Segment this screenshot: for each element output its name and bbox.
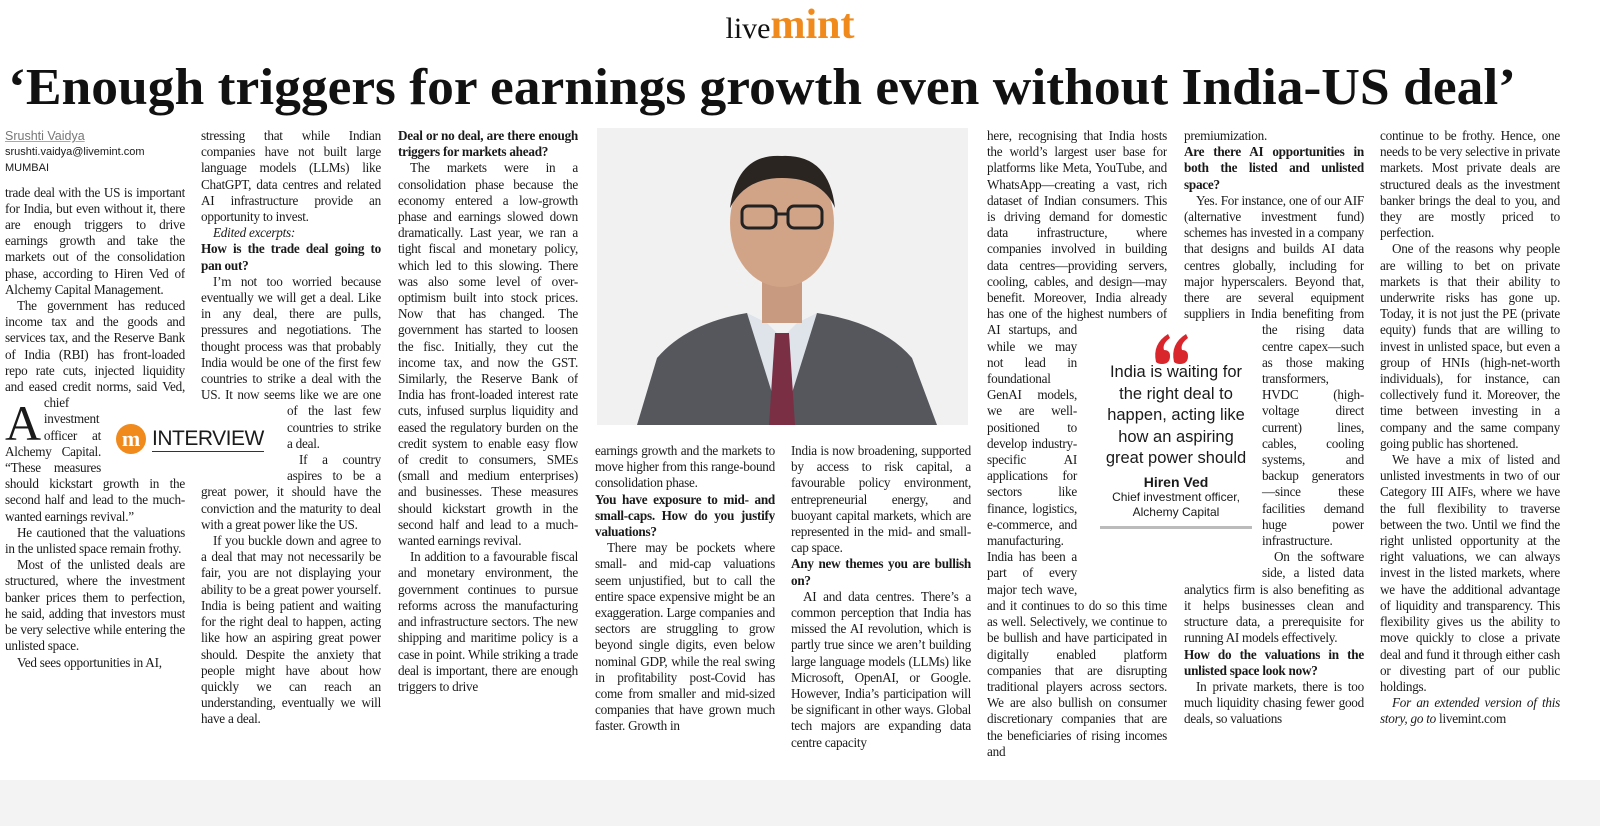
masthead: livemint <box>726 2 855 48</box>
paragraph: In addition to a favourable fiscal and m… <box>398 549 578 694</box>
interview-badge: m INTERVIEW <box>116 422 276 456</box>
pull-quote-name: Hiren Ved <box>1143 473 1209 490</box>
note: For an extended version of this story, g… <box>1380 695 1560 727</box>
article-column: Srushti Vaidya srushti.vaidya@livemint.co… <box>5 128 185 776</box>
article-column: here, recognising that India hosts the w… <box>987 128 1167 776</box>
paragraph: He cautioned that the valuations in the … <box>5 524 185 557</box>
headline: ‘Enough triggers for earnings growth eve… <box>8 59 1516 116</box>
paragraph: In private markets, there is too much li… <box>1184 678 1364 727</box>
pull-quote-role: Chief investment officer, Alchemy Capita… <box>1100 490 1252 529</box>
paragraph: I’m not too worried because eventually w… <box>201 273 381 451</box>
wrap-hole <box>201 411 287 477</box>
paragraph: A trade deal with the US is important fo… <box>5 184 185 451</box>
masthead-live: live <box>726 12 771 45</box>
paragraph: stressing that while Indian companies ha… <box>201 128 381 225</box>
byline-email: srushti.vaidya@livemint.com <box>5 146 145 159</box>
paragraph: On the software side, a listed data anal… <box>1184 549 1364 646</box>
article-column: premiumization. Are there AI opportunitie… <box>1184 128 1364 776</box>
note-text: For an extended version of this story, g… <box>1380 695 1560 727</box>
note-text: Edited excerpts: <box>213 225 296 241</box>
paragraph: Yes. For instance, one of our AIF (alter… <box>1184 192 1364 549</box>
bottom-band <box>0 780 1600 826</box>
note-link: livemint.com <box>1439 711 1506 727</box>
question: How do the valuations in the unlisted sp… <box>1184 646 1364 678</box>
paragraph: premiumization. <box>1184 128 1268 143</box>
header: livemint ‘Enough triggers for earnings g… <box>8 2 1516 116</box>
byline-location: MUMBAI <box>5 162 49 175</box>
paragraph: One of the reasons why people are willin… <box>1380 241 1560 451</box>
paragraph: India is now broadening, supported by ac… <box>791 443 971 556</box>
pull-quote-text: India is waiting for the right deal to h… <box>1105 363 1247 467</box>
portrait-photo <box>597 128 968 425</box>
badge-label: INTERVIEW <box>152 426 264 452</box>
byline-author: Srushti Vaidya <box>5 129 85 143</box>
paragraph: The government has reduced income tax an… <box>5 298 185 524</box>
article-column: stressing that while Indian companies ha… <box>201 128 381 776</box>
paragraph: We have a mix of listed and unlisted inv… <box>1380 452 1560 694</box>
article-column: continue to be frothy. Hence, one needs … <box>1380 128 1560 776</box>
paragraph: earnings growth and the markets to move … <box>595 443 775 491</box>
wrap-hole <box>101 401 185 467</box>
question: You have exposure to mid- and small-caps… <box>595 491 775 540</box>
paragraph: There may be pockets where small- and mi… <box>595 540 775 734</box>
wrap-hole <box>1077 328 1167 586</box>
paragraph: continue to be frothy. Hence, one needs … <box>1380 128 1560 241</box>
paragraph: If you buckle down and agree to a deal t… <box>201 533 381 727</box>
question: Deal or no deal, are there enough trigge… <box>398 128 578 160</box>
paragraph: If a country aspires to be a great power… <box>201 452 381 532</box>
masthead-mint: mint <box>771 2 855 48</box>
article-column: India is now broadening, supported by ac… <box>791 443 971 776</box>
paragraph: AI and data centres. There’s a common pe… <box>791 588 971 750</box>
paragraph: Most of the unlisted deals are structure… <box>5 557 185 654</box>
badge-icon: m <box>116 424 146 454</box>
paragraph: here, recognising that India hosts the w… <box>987 128 1167 759</box>
quote-icon <box>1155 334 1188 364</box>
pull-quote: India is waiting for the right deal to h… <box>1100 332 1252 529</box>
question: Any new themes you are bullish on? <box>791 556 971 588</box>
article-column: Deal or no deal, are there enough trigge… <box>398 128 578 776</box>
paragraph: The markets were in a consolidation phas… <box>398 160 578 549</box>
paragraph: Ved sees opportunities in AI, <box>17 654 162 670</box>
question: Are there AI opportunities in both the l… <box>1184 144 1364 192</box>
article-column: earnings growth and the markets to move … <box>595 443 775 776</box>
note: Edited excerpts: <box>201 225 381 241</box>
wrap-hole <box>1184 338 1262 578</box>
question: How is the trade deal going to pan out? <box>201 241 381 273</box>
portrait <box>597 128 968 425</box>
